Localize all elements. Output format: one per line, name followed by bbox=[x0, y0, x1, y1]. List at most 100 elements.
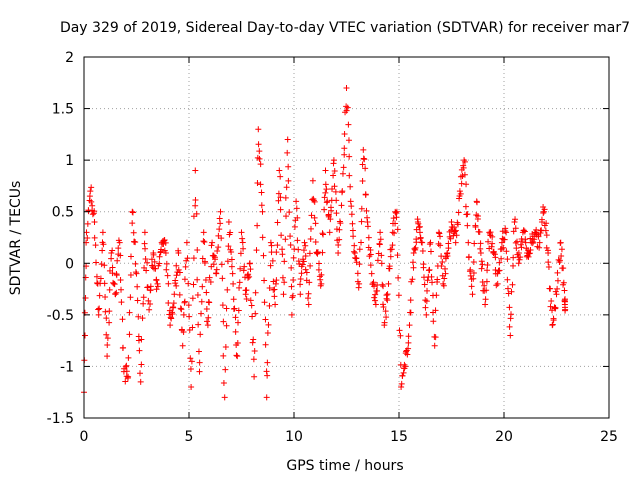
data-point bbox=[274, 242, 281, 249]
data-point bbox=[294, 237, 301, 244]
data-point bbox=[322, 181, 329, 188]
data-point bbox=[150, 251, 157, 258]
data-point bbox=[333, 210, 340, 217]
data-point bbox=[329, 185, 336, 192]
data-point bbox=[221, 394, 228, 401]
data-point bbox=[492, 254, 499, 261]
data-point bbox=[197, 331, 204, 338]
data-point bbox=[219, 302, 226, 309]
data-point bbox=[249, 313, 256, 320]
data-point bbox=[275, 190, 282, 197]
data-point bbox=[95, 306, 102, 313]
data-point bbox=[247, 297, 254, 304]
data-point bbox=[494, 280, 501, 287]
data-point bbox=[410, 264, 417, 271]
data-point bbox=[194, 292, 201, 299]
data-point bbox=[169, 310, 176, 317]
data-point bbox=[252, 289, 259, 296]
data-point bbox=[200, 229, 207, 236]
data-point bbox=[204, 318, 211, 325]
data-point bbox=[175, 266, 182, 273]
data-points bbox=[81, 84, 569, 401]
data-point bbox=[266, 284, 273, 291]
data-point bbox=[162, 239, 169, 246]
data-point bbox=[227, 229, 234, 236]
data-point bbox=[438, 253, 445, 260]
data-point bbox=[287, 242, 294, 249]
data-point bbox=[481, 282, 488, 289]
data-point bbox=[348, 203, 355, 210]
data-point bbox=[93, 259, 100, 266]
data-point bbox=[266, 302, 273, 309]
data-point bbox=[185, 280, 192, 287]
data-point bbox=[324, 198, 331, 205]
data-point bbox=[477, 245, 484, 252]
data-point bbox=[360, 146, 367, 153]
data-point bbox=[217, 208, 224, 215]
data-point bbox=[228, 249, 235, 256]
data-point bbox=[193, 210, 200, 217]
data-point bbox=[389, 229, 396, 236]
data-point bbox=[347, 183, 354, 190]
x-tick-label: 15 bbox=[390, 429, 408, 445]
data-point bbox=[463, 181, 470, 188]
data-point bbox=[136, 347, 143, 354]
data-point bbox=[138, 361, 145, 368]
data-point bbox=[102, 308, 109, 315]
data-point bbox=[504, 285, 511, 292]
data-point bbox=[320, 231, 327, 238]
data-point bbox=[120, 344, 127, 351]
data-point bbox=[173, 282, 180, 289]
data-point bbox=[235, 319, 242, 326]
data-point bbox=[306, 279, 313, 286]
data-point bbox=[482, 301, 489, 308]
data-point bbox=[337, 220, 344, 227]
data-point bbox=[288, 264, 295, 271]
data-point bbox=[143, 267, 150, 274]
data-point bbox=[562, 296, 569, 303]
data-point bbox=[545, 259, 552, 266]
data-point bbox=[271, 293, 278, 300]
data-point bbox=[114, 257, 121, 264]
data-point bbox=[358, 218, 365, 225]
data-point bbox=[188, 358, 195, 365]
data-point bbox=[483, 278, 490, 285]
data-point bbox=[383, 314, 390, 321]
data-point bbox=[474, 215, 481, 222]
data-point bbox=[299, 261, 306, 268]
data-point bbox=[205, 314, 212, 321]
data-point bbox=[103, 331, 110, 338]
data-point bbox=[151, 258, 158, 265]
data-point bbox=[261, 299, 268, 306]
data-point bbox=[250, 336, 257, 343]
data-point bbox=[295, 246, 302, 253]
data-point bbox=[468, 283, 475, 290]
data-point bbox=[223, 322, 230, 329]
data-point bbox=[398, 384, 405, 391]
data-point bbox=[281, 258, 288, 265]
data-point bbox=[118, 286, 125, 293]
data-point bbox=[285, 163, 292, 170]
data-point bbox=[131, 238, 138, 245]
data-point bbox=[251, 348, 258, 355]
data-point bbox=[198, 310, 205, 317]
data-point bbox=[336, 236, 343, 243]
data-point bbox=[422, 304, 429, 311]
data-point bbox=[241, 263, 248, 270]
data-point bbox=[530, 239, 537, 246]
data-point bbox=[263, 368, 270, 375]
data-point bbox=[428, 273, 435, 280]
data-point bbox=[381, 319, 388, 326]
data-point bbox=[392, 220, 399, 227]
data-point bbox=[348, 211, 355, 218]
data-point bbox=[307, 225, 314, 232]
data-point bbox=[279, 251, 286, 258]
data-point bbox=[473, 199, 480, 206]
data-point bbox=[500, 244, 507, 251]
data-point bbox=[405, 333, 412, 340]
data-point bbox=[303, 269, 310, 276]
data-point bbox=[549, 321, 556, 328]
data-point bbox=[153, 286, 160, 293]
data-point bbox=[346, 172, 353, 179]
data-point bbox=[109, 270, 116, 277]
